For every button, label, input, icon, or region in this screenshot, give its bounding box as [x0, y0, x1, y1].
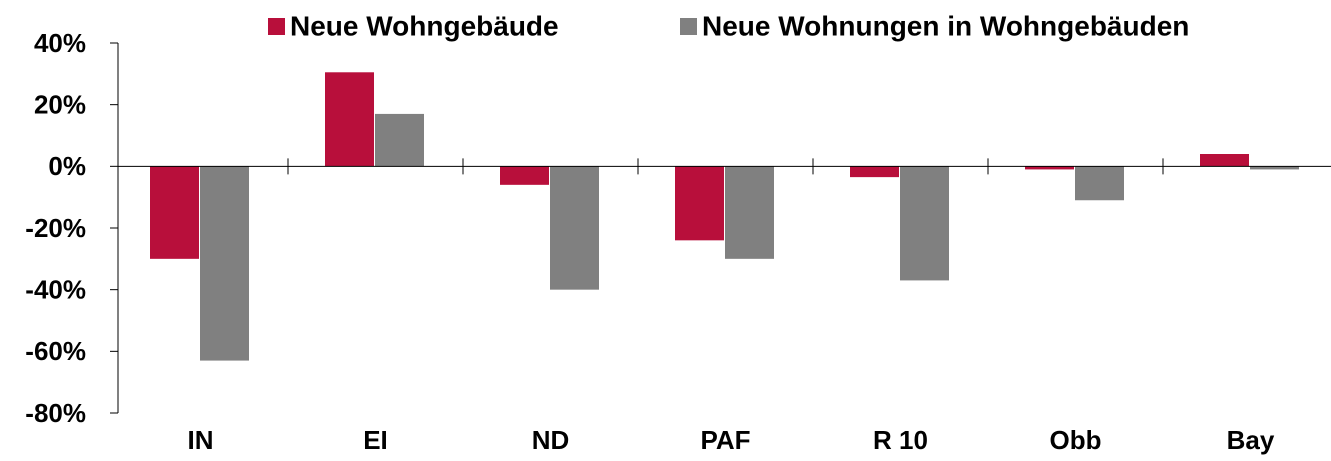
y-tick-label: 0%	[48, 151, 86, 181]
y-tick-label: -40%	[25, 275, 86, 305]
bar	[725, 166, 774, 259]
bar	[1025, 166, 1074, 170]
bar	[325, 72, 374, 167]
bar	[900, 166, 949, 281]
legend-label: Neue Wohngebäude	[290, 10, 559, 41]
legend-label: Neue Wohnungen in Wohngebäuden	[702, 10, 1189, 41]
y-tick-label: -80%	[25, 398, 86, 428]
bar	[375, 113, 424, 167]
bar	[550, 166, 599, 290]
bar	[1200, 154, 1249, 167]
y-tick-label: -60%	[25, 336, 86, 366]
x-tick-label: Obb	[1050, 425, 1102, 455]
bar	[675, 166, 724, 241]
bar	[150, 166, 199, 259]
y-tick-label: -20%	[25, 213, 86, 243]
y-tick-label: 20%	[34, 90, 86, 120]
x-tick-label: ND	[532, 425, 570, 455]
x-tick-label: PAF	[700, 425, 750, 455]
bar	[1250, 166, 1299, 170]
legend-swatch	[680, 18, 697, 35]
bar	[200, 166, 249, 361]
y-tick-label: 40%	[34, 28, 86, 58]
x-tick-label: Bay	[1227, 425, 1275, 455]
x-tick-label: EI	[363, 425, 388, 455]
bar	[1075, 166, 1124, 201]
legend-swatch	[268, 18, 285, 35]
x-tick-label: R 10	[873, 425, 928, 455]
x-tick-label: IN	[188, 425, 214, 455]
bar	[850, 166, 899, 178]
bar	[500, 166, 549, 185]
